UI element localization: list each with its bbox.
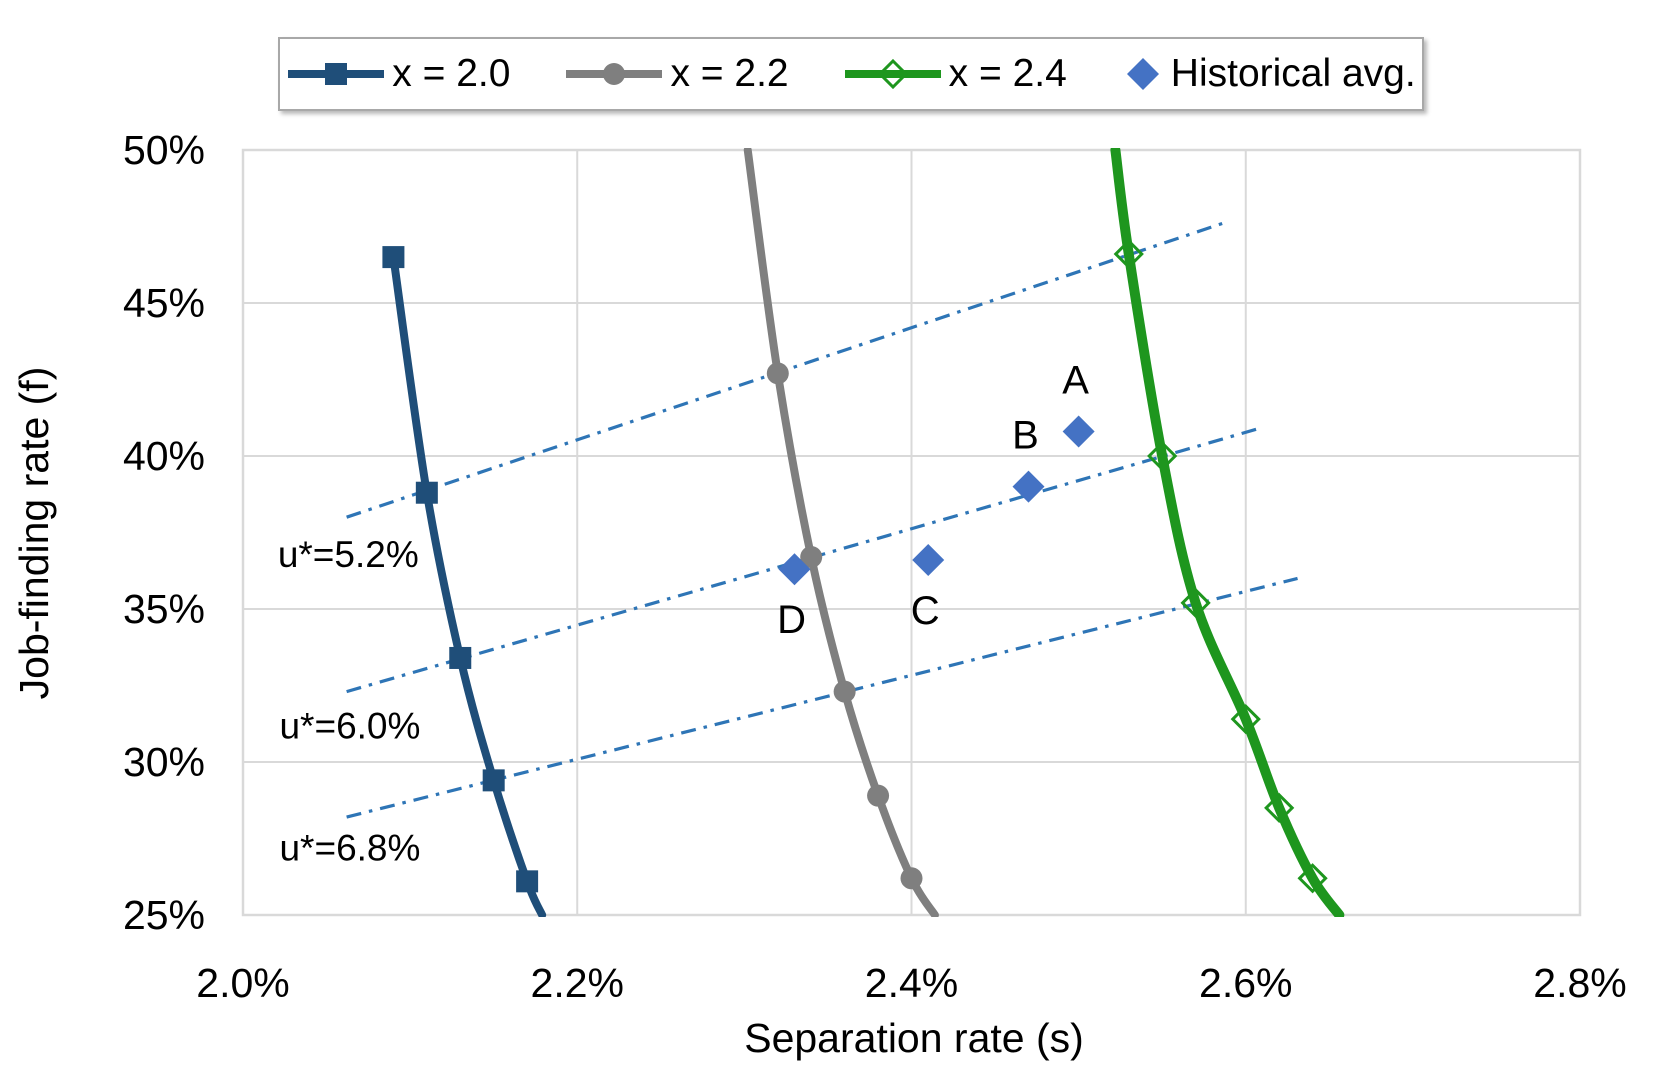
legend-item: x = 2.0	[286, 52, 510, 96]
x-tick-label: 2.2%	[531, 960, 624, 1006]
x-tick-label: 2.8%	[1533, 960, 1626, 1006]
circle-marker	[867, 784, 890, 807]
circle-marker	[833, 680, 856, 703]
y-tick-label: 25%	[123, 892, 205, 938]
open-diamond-marker	[1264, 792, 1295, 824]
circle-filled-legend-swatch	[566, 63, 663, 85]
legend-label: x = 2.4	[948, 52, 1067, 95]
x-tick-label: 2.4%	[865, 960, 958, 1006]
historical-avg-points: AB C D	[777, 359, 1095, 642]
legend-label: x = 2.0	[392, 52, 511, 95]
x-tick-label: 2.6%	[1199, 960, 1292, 1006]
circle-marker	[800, 545, 823, 568]
point-label: A	[1062, 359, 1089, 403]
legend-label: Historical avg.	[1170, 52, 1416, 95]
open-diamond-marker	[877, 58, 908, 90]
series-line	[1110, 148, 1345, 917]
open-diamond-marker	[1180, 587, 1211, 619]
x-axis-title: Separation rate (s)	[744, 1015, 1084, 1061]
iso-line	[346, 576, 1298, 819]
open-diamond-marker	[1297, 863, 1328, 894]
filled-diamond-marker	[912, 544, 945, 577]
point-label: C	[911, 589, 940, 633]
square-filled-legend-swatch	[288, 63, 385, 85]
y-tick-label: 40%	[123, 433, 205, 479]
square-marker	[516, 870, 539, 893]
gridlines	[241, 148, 1582, 917]
axis-tick-labels: 25% 30% 35% 40% 45% 50% 2.0% 2.2% 2.4% 2.6% 2.8%	[123, 127, 1627, 1006]
iso-line-labels: u*=5.2% u*=6.0% u*=6.8%	[278, 534, 421, 869]
series-line	[743, 148, 939, 917]
y-axis-title: Job-finding rate (f)	[11, 367, 57, 700]
circle-marker	[603, 63, 626, 85]
point-label: D	[777, 598, 806, 642]
filled-diamond-marker	[778, 553, 811, 586]
iso-line-label: u*=5.2%	[278, 534, 419, 575]
open-diamond-marker	[1230, 704, 1261, 735]
series-line	[389, 253, 547, 917]
filled-diamond-marker	[1126, 58, 1159, 90]
diamond-filled-legend-swatch	[1126, 58, 1159, 90]
x-tick-label: 2.0%	[196, 960, 289, 1006]
series-curves	[389, 148, 1345, 917]
legend-label: x = 2.2	[670, 52, 789, 95]
open-diamond-marker	[1113, 238, 1144, 270]
iso-line-label: u*=6.8%	[279, 828, 420, 869]
diamond-open-legend-swatch	[844, 58, 941, 90]
square-marker	[449, 646, 472, 669]
square-marker	[415, 481, 438, 504]
series-markers	[382, 238, 1328, 894]
legend-item: x = 2.2	[564, 52, 789, 96]
square-marker	[325, 63, 348, 85]
y-tick-label: 50%	[123, 127, 205, 173]
circle-marker	[766, 362, 789, 385]
filled-diamond-marker	[1062, 415, 1095, 448]
iso-unemployment-lines	[346, 221, 1298, 819]
square-marker	[482, 769, 505, 792]
open-diamond-marker	[1147, 440, 1178, 472]
legend: x = 2.0 x = 2.2 x = 2.4 Historical avg.	[278, 37, 1424, 111]
y-tick-label: 35%	[123, 586, 205, 632]
plot-border	[241, 148, 1582, 917]
y-tick-label: 45%	[123, 280, 205, 326]
y-tick-label: 30%	[123, 739, 205, 785]
point-label: B	[1012, 414, 1039, 458]
filled-diamond-marker	[1012, 470, 1045, 503]
square-marker	[382, 246, 405, 269]
legend-item: Historical avg.	[1121, 52, 1416, 96]
iso-line-label: u*=6.0%	[279, 705, 420, 746]
legend-item: x = 2.4	[843, 52, 1067, 96]
circle-marker	[900, 867, 923, 890]
